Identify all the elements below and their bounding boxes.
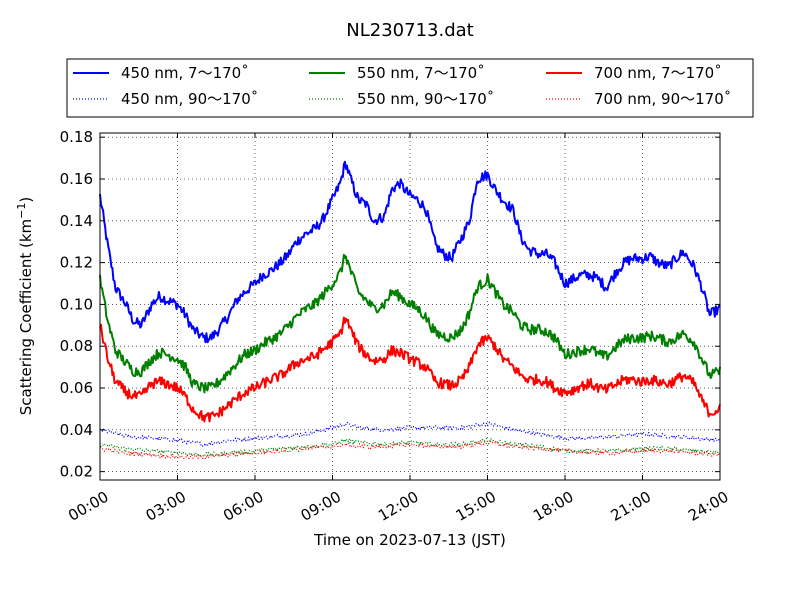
x-tick-label: 15:00 — [453, 488, 499, 525]
y-tick-label: 0.04 — [60, 421, 93, 439]
x-tick-label: 12:00 — [375, 488, 421, 525]
y-tick-label: 0.10 — [60, 295, 93, 313]
chart-title: NL230713.dat — [346, 20, 473, 41]
legend-label: 450 nm, 7～170˚ — [121, 64, 249, 82]
legend-label: 550 nm, 90～170˚ — [357, 90, 494, 108]
y-axis-label-superscript: −1 — [15, 203, 28, 219]
x-axis-label: Time on 2023-07-13 (JST) — [313, 531, 506, 549]
y-tick-label: 0.18 — [60, 128, 93, 146]
y-axis-label: Scattering Coefficient (km−1) — [15, 197, 35, 416]
legend-label: 450 nm, 90～170˚ — [121, 90, 258, 108]
x-tick-label: 18:00 — [530, 488, 576, 525]
y-tick-label: 0.02 — [60, 463, 93, 481]
x-tick-label: 09:00 — [298, 488, 344, 525]
x-tick-label: 03:00 — [143, 488, 189, 525]
y-tick-label: 0.06 — [60, 379, 93, 397]
x-tick-label: 00:00 — [65, 488, 111, 525]
x-tick-label: 21:00 — [608, 488, 654, 525]
x-tick-label: 24:00 — [685, 488, 731, 525]
y-tick-label: 0.12 — [60, 254, 93, 272]
series-line-2 — [99, 253, 721, 394]
y-tick-label: 0.16 — [60, 170, 93, 188]
legend-box — [66, 58, 754, 118]
y-tick-label: 0.08 — [60, 337, 93, 355]
y-axis-label-close: ) — [17, 197, 35, 203]
legend-label: 700 nm, 7～170˚ — [594, 64, 722, 82]
x-tick-label: 06:00 — [220, 488, 266, 525]
plot-area: 00:00 03:00 06:00 09:00 12:00 15:00 18:00 21:00… — [60, 128, 732, 525]
legend: 450 nm, 7～170˚ 450 nm, 90～170˚ 550 nm, 7～1… — [66, 58, 754, 118]
series-layer — [99, 160, 721, 460]
legend-label: 700 nm, 90～170˚ — [594, 90, 731, 108]
y-tick-label: 0.14 — [60, 212, 93, 230]
series-line-1 — [99, 421, 721, 448]
series-line-3 — [99, 437, 721, 458]
legend-label: 550 nm, 7～170˚ — [357, 64, 485, 82]
series-line-0 — [99, 160, 721, 344]
series-line-4 — [99, 316, 721, 423]
y-axis-label-main: Scattering Coefficient (km — [17, 219, 35, 415]
legend-entries: 450 nm, 7～170˚ 450 nm, 90～170˚ 550 nm, 7～1… — [73, 64, 731, 108]
